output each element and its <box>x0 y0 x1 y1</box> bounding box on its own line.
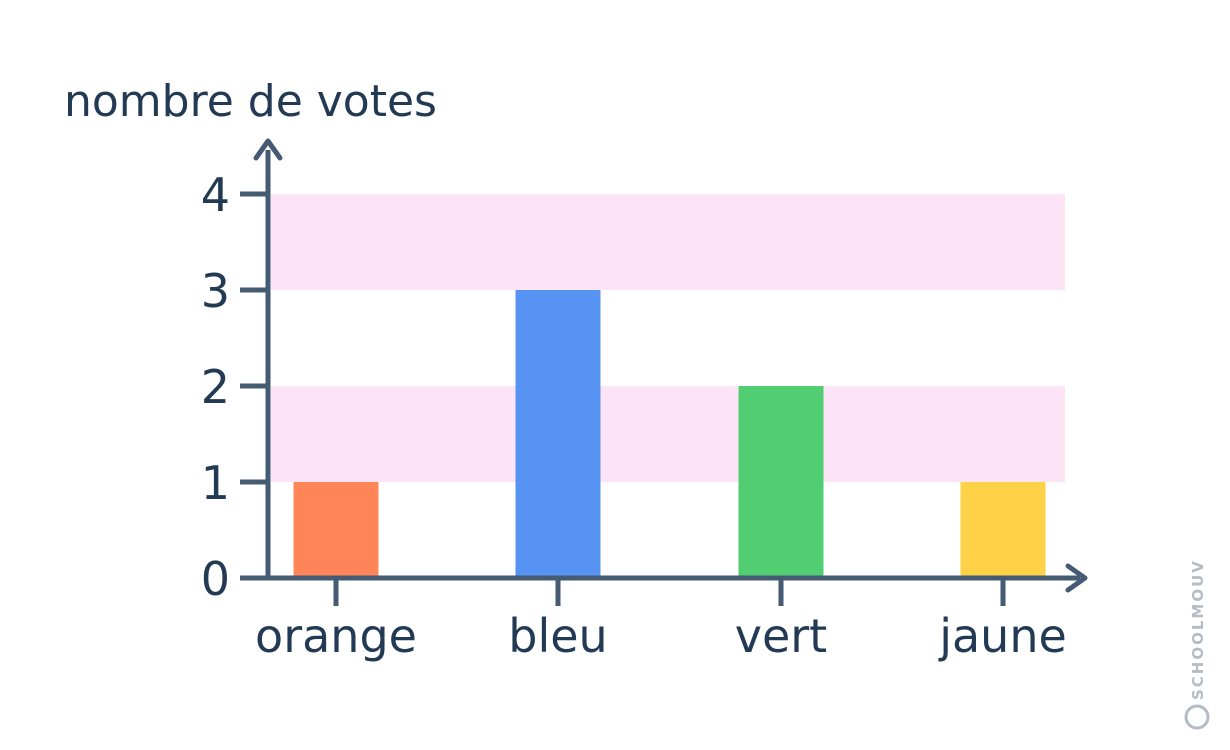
band-3-4 <box>271 194 1065 290</box>
bar-orange <box>293 482 379 576</box>
copyright-icon: © <box>1184 704 1210 730</box>
bar-jaune <box>960 482 1046 576</box>
bar-vert <box>738 386 824 576</box>
x-tick-label-vert: vert <box>735 609 827 663</box>
bar-bleu <box>515 290 601 576</box>
axes <box>253 138 1088 593</box>
x-ticks: orange bleu vert jaune <box>255 578 1067 663</box>
y-ticks: 0 1 2 3 4 <box>201 168 268 606</box>
x-tick-label-jaune: jaune <box>938 609 1067 663</box>
y-tick-label: 3 <box>201 264 230 318</box>
x-axis-arrow-icon <box>1065 563 1088 593</box>
x-tick-label-bleu: bleu <box>508 609 607 663</box>
bars <box>293 290 1046 576</box>
band-1-2 <box>271 386 1065 482</box>
y-tick-label: 0 <box>201 552 230 606</box>
watermark-text: SCHOOLMOUV <box>1189 559 1207 700</box>
y-tick-label: 2 <box>201 360 230 414</box>
y-tick-label: 4 <box>201 168 230 222</box>
y-tick-label: 1 <box>201 456 230 510</box>
y-axis-label: nombre de votes <box>64 76 437 127</box>
x-tick-label-orange: orange <box>255 609 417 663</box>
y-axis-arrow-icon <box>253 138 283 161</box>
watermark: SCHOOLMOUV <box>1189 559 1207 700</box>
background-bands <box>271 194 1065 482</box>
